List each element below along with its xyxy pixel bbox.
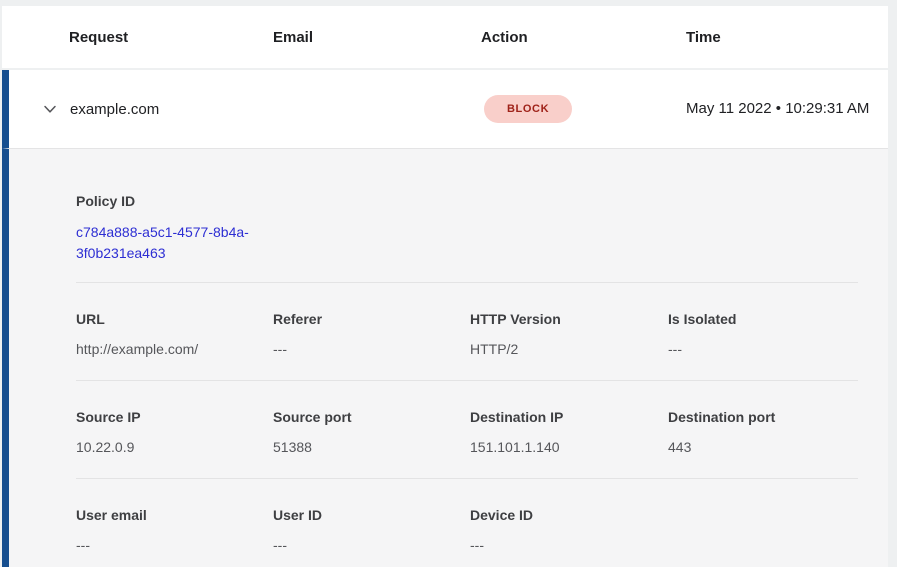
field-label: Device ID [470,507,534,523]
field-label: Destination port [668,409,776,425]
field-value: 10.22.0.9 [76,439,135,455]
detail-field: Source port 51388 [273,409,470,456]
field-label: Destination IP [470,409,564,425]
field-value: HTTP/2 [470,341,519,357]
field-value: 443 [668,439,692,455]
detail-section-network: Source IP 10.22.0.9 Source port 51388 De… [76,380,858,478]
request-domain: example.com [70,100,160,118]
field-value: --- [668,341,682,357]
field-label: URL [76,311,105,327]
log-detail-panel: Policy ID c784a888-a5c1-4577-8b4a-3f0b23… [2,148,888,567]
field-value: --- [273,537,287,553]
column-header-email: Email [273,28,314,46]
field-value: 51388 [273,439,312,455]
field-value: --- [76,537,90,553]
detail-field: Source IP 10.22.0.9 [76,409,273,456]
policy-id-link[interactable]: c784a888-a5c1-4577-8b4a-3f0b231ea463 [76,224,249,261]
column-header-action: Action [481,28,528,46]
detail-field: Destination port 443 [668,409,858,456]
detail-section-http: URL http://example.com/ Referer --- HTTP… [76,282,858,380]
detail-field: HTTP Version HTTP/2 [470,311,668,358]
chevron-down-icon[interactable] [42,101,58,117]
column-header-time: Time [686,28,721,46]
field-value: --- [470,537,484,553]
detail-field [668,507,858,554]
column-header-request: Request [69,28,129,46]
field-label: User email [76,507,147,523]
log-row-example-com[interactable]: example.com BLOCK May 11 2022 • 10:29:31… [2,70,888,148]
field-label: Source port [273,409,352,425]
field-label: Referer [273,311,323,327]
table-header: Request Email Action Time [2,6,888,68]
detail-field: Is Isolated --- [668,311,858,358]
field-label: User ID [273,507,323,523]
field-value: http://example.com/ [76,341,199,357]
detail-field: Referer --- [273,311,470,358]
detail-field: Destination IP 151.101.1.140 [470,409,668,456]
detail-field: Device ID --- [470,507,668,554]
detail-field: URL http://example.com/ [76,311,273,358]
row-time: May 11 2022 • 10:29:31 AM [686,100,870,118]
field-label: HTTP Version [470,311,561,327]
field-label: Is Isolated [668,311,737,327]
detail-field: User ID --- [273,507,470,554]
policy-id-field: Policy ID c784a888-a5c1-4577-8b4a-3f0b23… [76,193,858,264]
row-action-cell: BLOCK [481,95,686,123]
field-value: 151.101.1.140 [470,439,560,455]
action-badge-block: BLOCK [484,95,573,123]
field-value: --- [273,341,287,357]
field-label: Source IP [76,409,141,425]
field-label: Policy ID [76,193,136,209]
detail-section-user: User email --- User ID --- Device ID --- [76,478,858,567]
detail-field: User email --- [76,507,273,554]
